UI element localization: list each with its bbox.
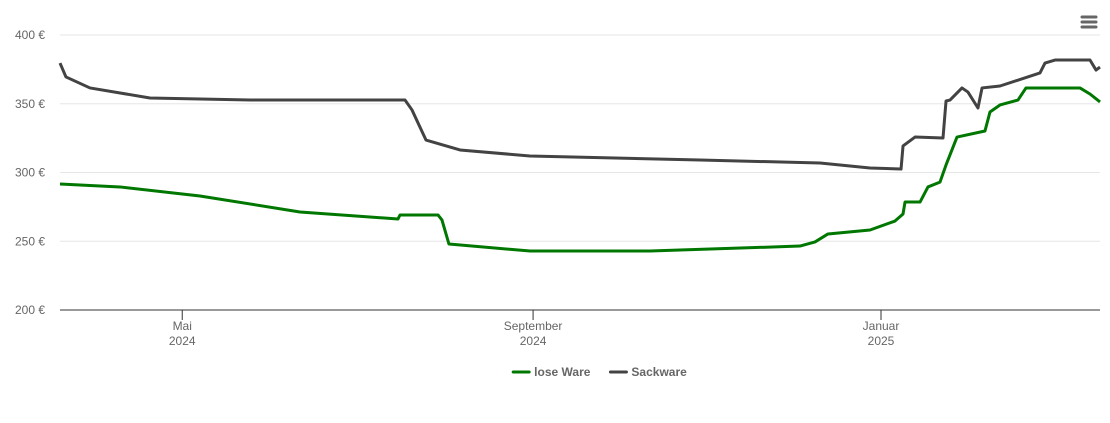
y-tick-label: 300 € <box>15 166 45 180</box>
series-line <box>59 86 1101 253</box>
legend-label: lose Ware <box>534 365 591 379</box>
x-tick-label: Januar 2025 <box>863 319 900 348</box>
legend: lose Ware Sackware <box>511 365 687 379</box>
y-tick-label: 250 € <box>15 234 45 248</box>
y-tick-label: 350 € <box>15 97 45 111</box>
legend-item[interactable]: lose Ware <box>511 365 591 379</box>
y-tick-label: 400 € <box>15 28 45 42</box>
x-tick-label: September 2024 <box>504 319 563 348</box>
menu-button[interactable] <box>1080 14 1098 30</box>
x-tick-label: Mai 2024 <box>169 319 196 348</box>
legend-label: Sackware <box>631 365 687 379</box>
series-line <box>58 58 1101 171</box>
y-tick-label: 200 € <box>15 303 45 317</box>
legend-item[interactable]: Sackware <box>608 365 687 379</box>
